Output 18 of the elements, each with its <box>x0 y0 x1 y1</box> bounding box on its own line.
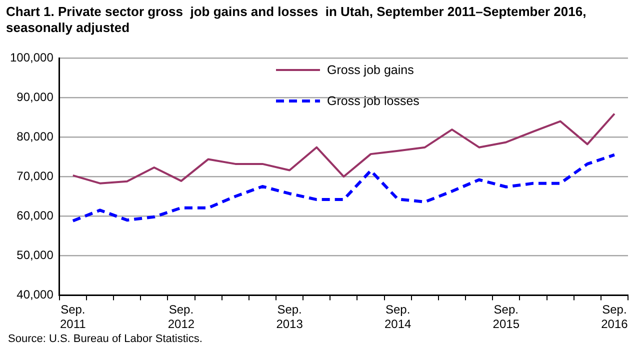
legend-label: Gross job gains <box>327 63 414 77</box>
y-tick-label: 70,000 <box>16 168 54 183</box>
line-series <box>71 153 616 222</box>
legend-label: Gross job losses <box>327 94 420 108</box>
y-tick-label: 60,000 <box>16 208 54 222</box>
y-tick-label: 80,000 <box>16 129 54 144</box>
source-note: Source: U.S. Bureau of Labor Statistics. <box>8 333 202 345</box>
y-tick-label: 100,000 <box>10 50 54 64</box>
x-tick-label: Sep. 2015 <box>492 302 520 332</box>
chart-title: Chart 1. Private sector gross job gains and losses in Utah, September 2011–September 2016, seasonally adjusted <box>6 4 588 36</box>
y-tick-label: 90,000 <box>16 90 54 104</box>
x-tick-label: Sep. 2016 <box>601 302 628 332</box>
y-tick-label: 40,000 <box>16 288 54 302</box>
x-tick-label: Sep. 2011 <box>60 302 86 332</box>
x-tick-label: Sep. 2014 <box>384 302 412 332</box>
x-tick-label: Sep. 2013 <box>276 302 304 332</box>
x-tick-label: Sep. 2012 <box>168 302 195 332</box>
y-tick-label: 50,000 <box>16 248 54 262</box>
